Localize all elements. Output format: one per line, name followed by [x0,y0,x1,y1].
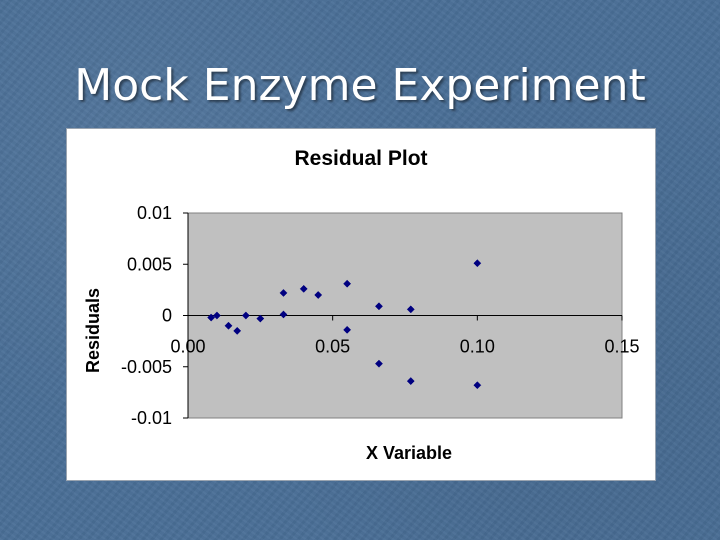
data-point [224,321,233,330]
chart-title: Residual Plot [294,147,427,170]
x-tick-label: 0.00 [170,337,205,357]
chart-container: Residual Plot 0.01 0.005 0 -0.005 -0.01 0.00… [66,128,656,481]
y-tick-label: 0.01 [137,203,172,223]
data-point [406,305,415,314]
x-tick-label: 0.10 [460,337,495,357]
data-point [279,310,288,319]
x-axis-title: X Variable [366,443,452,463]
data-point [343,325,352,334]
y-axis-title: Residuals [83,288,103,373]
data-point [241,311,250,320]
data-point [343,279,352,288]
data-point [207,313,216,322]
data-point [375,302,383,311]
data-point [256,314,265,323]
slide-title: Mock Enzyme Experiment [74,60,646,111]
y-tick-label: 0 [162,306,172,326]
data-point [299,284,308,293]
data-point [473,381,482,390]
data-point [473,259,482,268]
data-point [233,326,242,335]
data-point [314,291,323,299]
data-point [212,311,221,320]
x-tick-label: 0.15 [604,337,639,357]
residual-plot: Residual Plot 0.01 0.005 0 -0.005 -0.01 0.00… [83,147,640,463]
y-tick-label: -0.005 [121,357,172,377]
data-point [406,377,415,386]
x-tick-label: 0.05 [315,337,350,357]
data-point [375,359,383,368]
y-tick-label: -0.01 [131,408,172,428]
y-tick-label: 0.005 [127,254,172,274]
data-point [279,288,288,297]
